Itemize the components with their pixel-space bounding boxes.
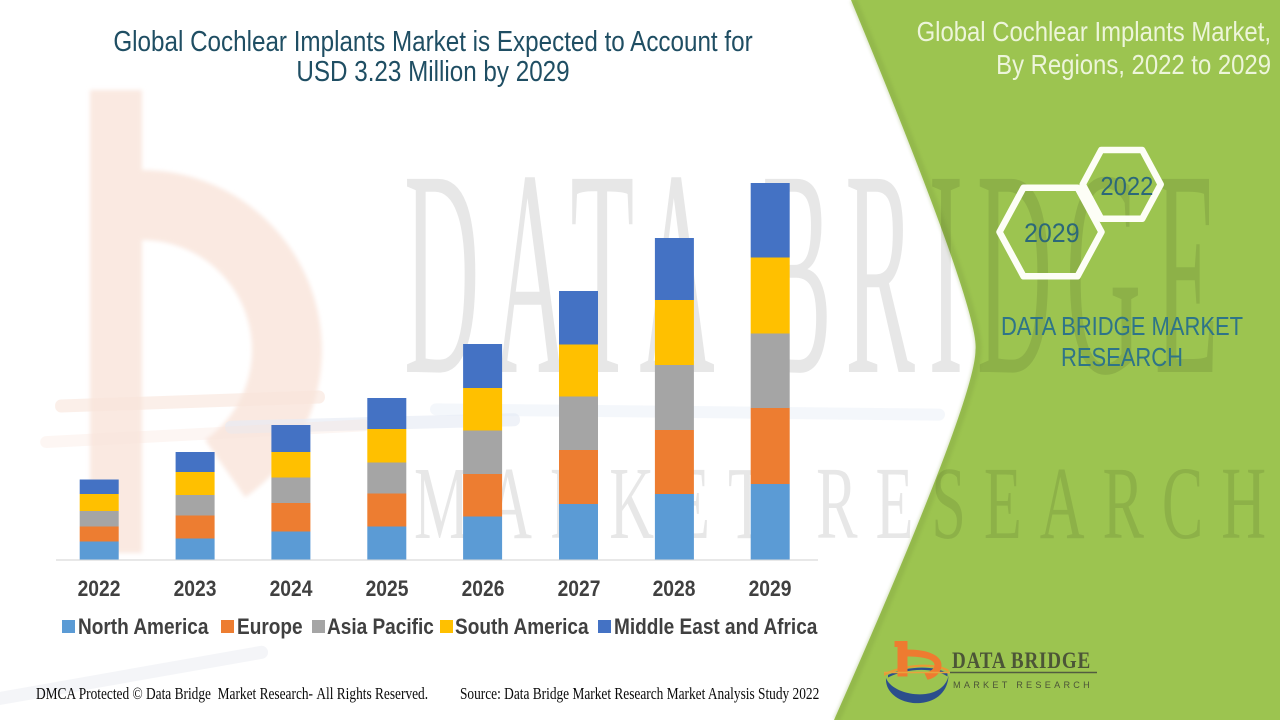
svg-text:2029: 2029 [1024,218,1080,248]
svg-text:DATA BRIDGE: DATA BRIDGE [404,109,1232,436]
svg-text:MARKET RESEARCH: MARKET RESEARCH [953,680,1093,690]
svg-text:MARKET RESEARCH: MARKET RESEARCH [414,446,1280,561]
svg-text:2022: 2022 [1100,173,1153,201]
svg-text:DATA BRIDGE: DATA BRIDGE [952,648,1091,674]
